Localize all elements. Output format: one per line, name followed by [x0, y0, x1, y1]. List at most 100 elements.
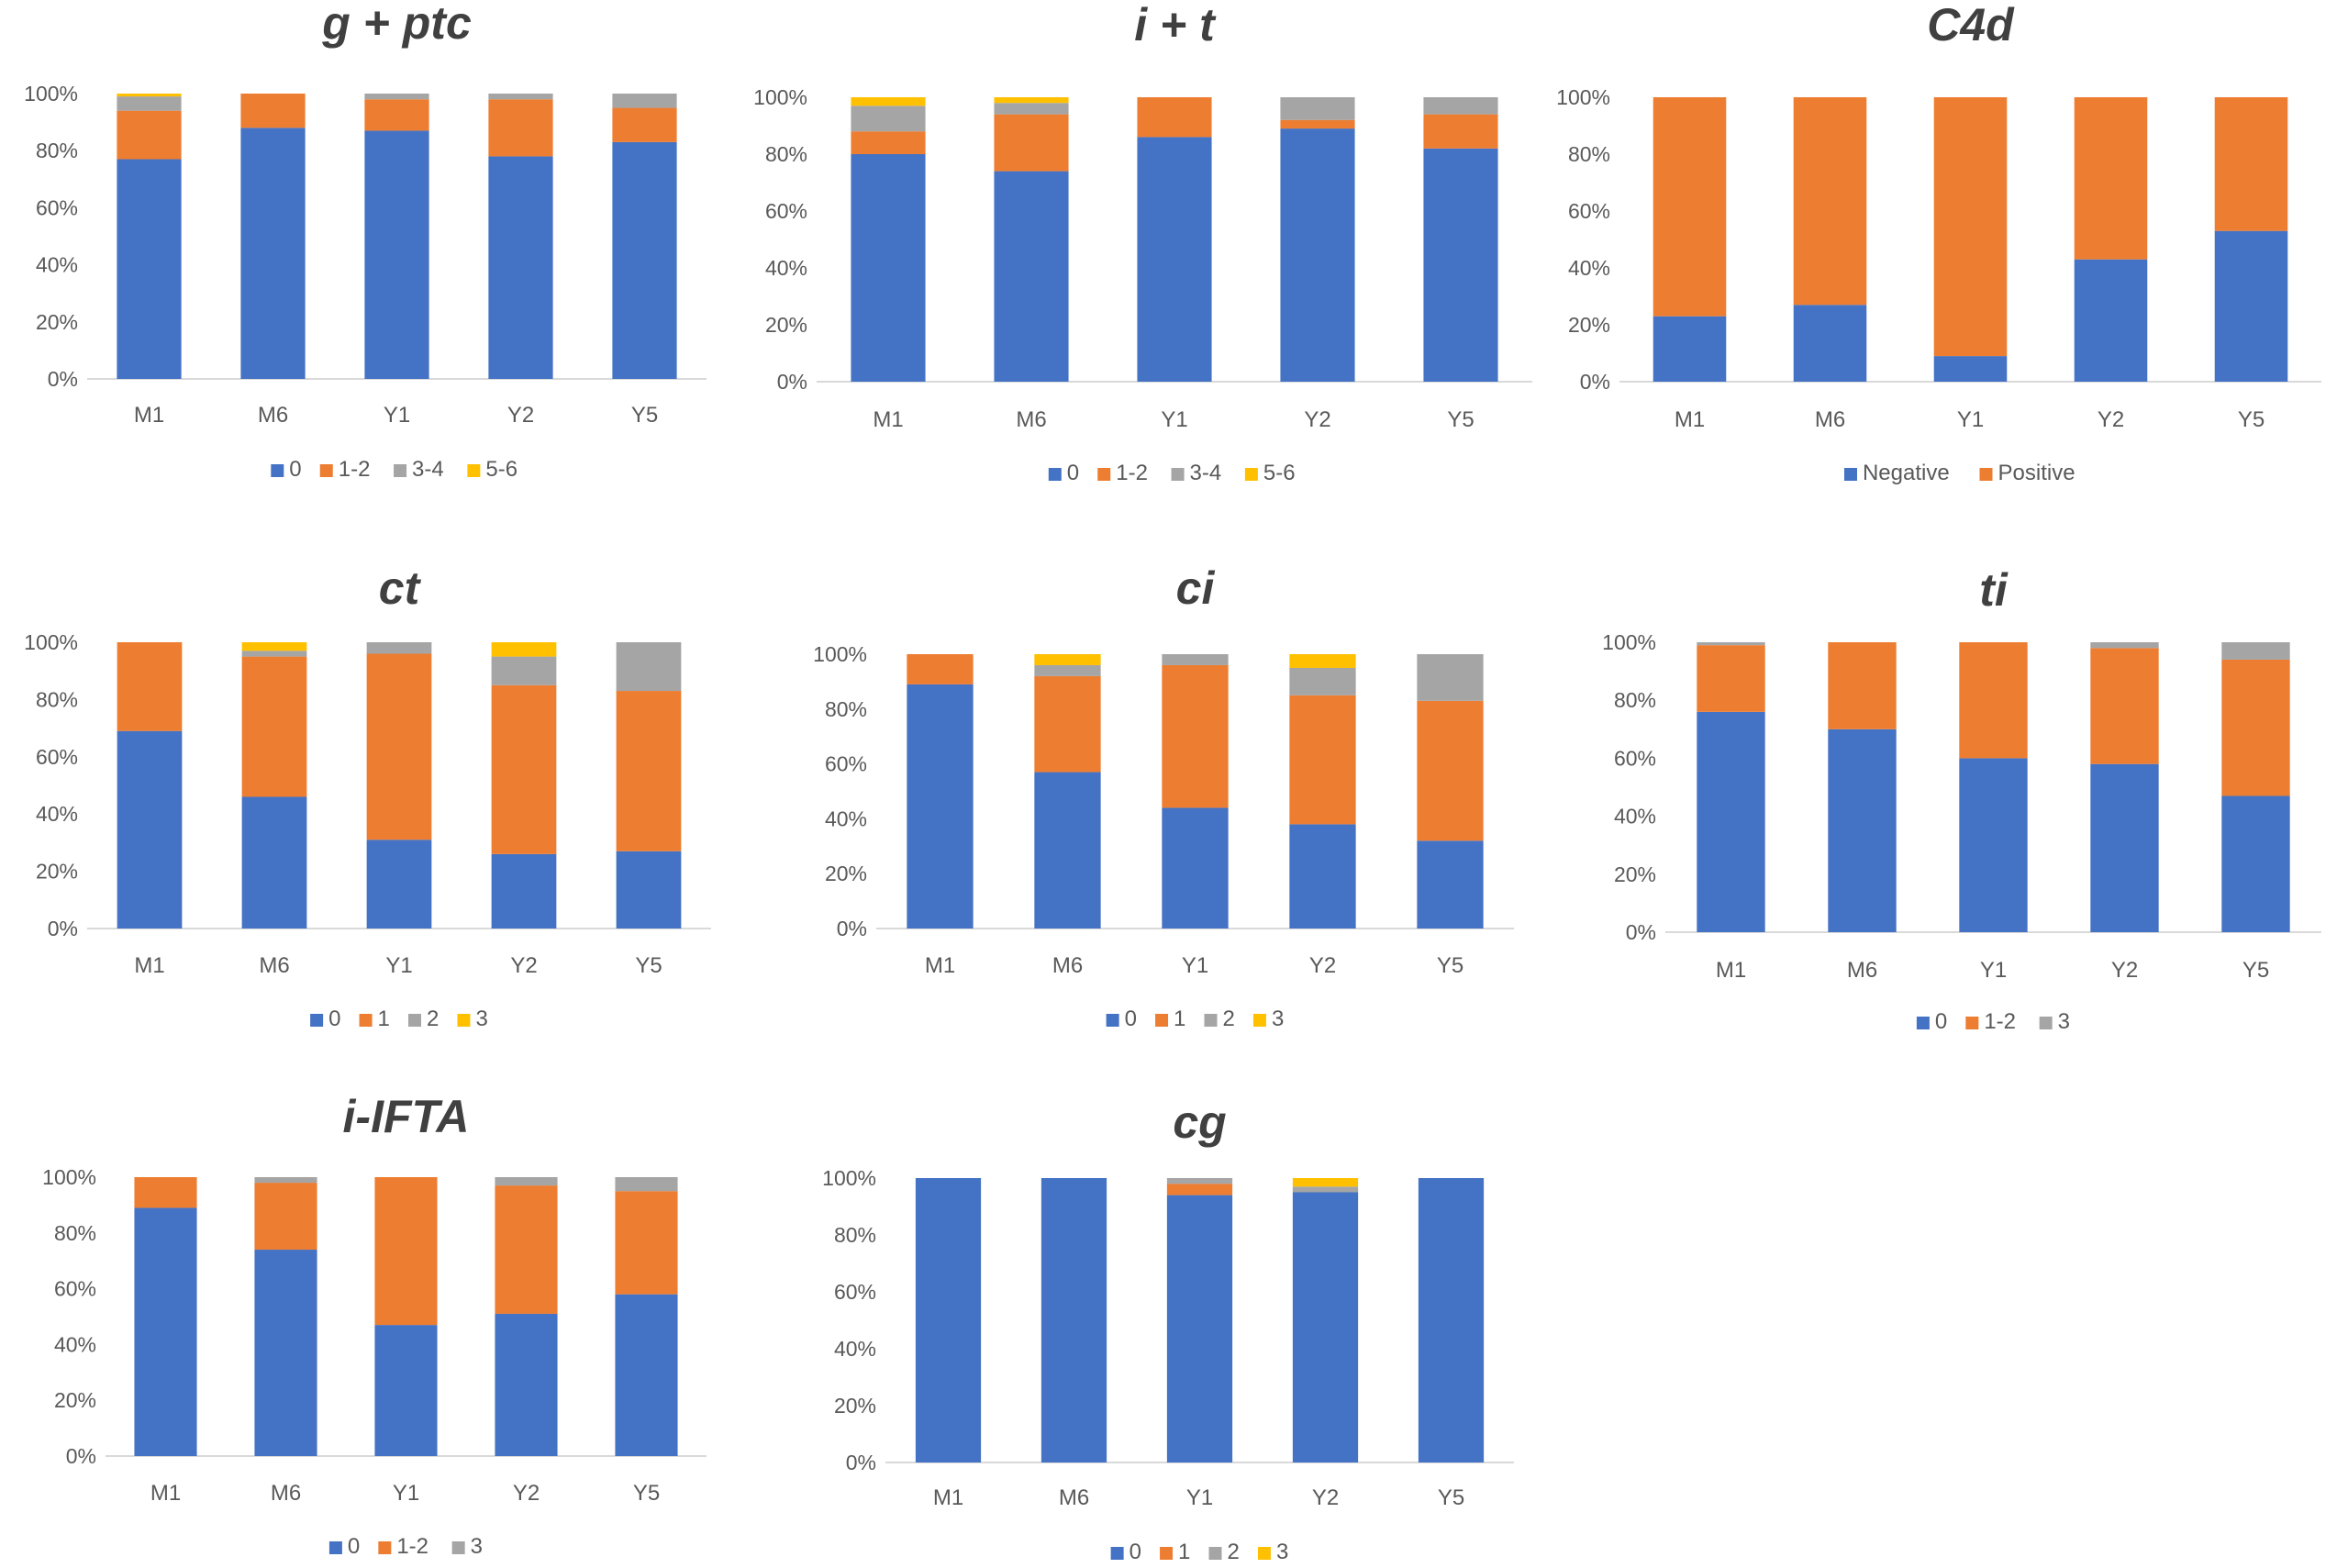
- legend: 0 1-2 3: [1916, 1009, 2070, 1034]
- x-tick-label: M6: [258, 403, 288, 428]
- y-tick-label: 80%: [36, 687, 78, 711]
- x-tick-label: M1: [925, 953, 955, 978]
- bar-y5-0: [615, 1294, 678, 1456]
- bar-m6-0: [1040, 1178, 1107, 1462]
- bar-y2-1-2: [488, 99, 553, 157]
- bar-m6-3: [1034, 654, 1101, 665]
- legend-swatch: [1155, 1014, 1169, 1027]
- legend: 0 1 2 3: [310, 1006, 488, 1031]
- bar-m6-negative: [1793, 305, 1867, 382]
- legend-label: 3: [1276, 1540, 1288, 1564]
- chart-title: ti: [1979, 564, 2009, 616]
- legend-swatch: [1965, 1017, 1979, 1029]
- bar-y1-1-2: [374, 1177, 438, 1326]
- bar-y5-0: [1418, 1178, 1485, 1462]
- y-tick-label: 60%: [36, 745, 78, 769]
- legend-swatch: [1106, 1014, 1119, 1027]
- legend-swatch: [1916, 1017, 1930, 1029]
- x-tick-label: M6: [259, 953, 289, 978]
- y-tick-label: 100%: [24, 82, 78, 106]
- legend-label: Negative: [1863, 461, 1950, 485]
- y-tick-label: 80%: [1614, 688, 1656, 712]
- bar-y1-negative: [1933, 356, 2008, 382]
- bar-y5-3-4: [1423, 97, 1498, 115]
- bar-y5-3: [2221, 642, 2290, 660]
- bar-m1-1-2: [134, 1177, 197, 1208]
- bar-m1-0: [117, 159, 182, 379]
- legend-label: 3: [471, 1534, 483, 1559]
- legend-swatch: [319, 464, 333, 477]
- y-tick-label: 20%: [765, 313, 807, 337]
- y-tick-label: 20%: [825, 862, 867, 885]
- x-tick-label: Y5: [2242, 958, 2269, 983]
- x-tick-label: M1: [1716, 958, 1746, 983]
- legend-swatch: [271, 464, 284, 477]
- bar-y2-2: [1289, 667, 1356, 695]
- bar-m6-0: [241, 796, 307, 929]
- x-tick-label: Y1: [393, 1481, 419, 1506]
- bar-m6-5-6: [994, 97, 1069, 104]
- y-tick-label: 0%: [837, 917, 867, 940]
- legend-label: 2: [1223, 1006, 1235, 1031]
- y-tick-label: 0%: [777, 370, 807, 394]
- legend-swatch: [1244, 468, 1258, 481]
- chart-title: i-IFTA: [343, 1091, 470, 1142]
- bar-y2-3-4: [1280, 97, 1355, 120]
- bar-y5-3-4: [612, 94, 677, 108]
- bar-m6-1: [241, 656, 307, 797]
- chart-g-ptc: g + ptc 0% 20% 40% 60% 80% 100% M1 M6 Y1 Y2 Y5 0 1-2 3…: [24, 0, 707, 482]
- x-tick-label: Y5: [631, 403, 658, 428]
- bar-m6-2: [1034, 664, 1101, 676]
- bar-y1-0: [1166, 1195, 1233, 1462]
- y-tick-label: 20%: [1614, 862, 1656, 886]
- chart-title: ci: [1176, 562, 1216, 614]
- y-tick-label: 0%: [48, 367, 78, 391]
- legend-swatch: [378, 1541, 392, 1554]
- chart-ct: ct 0% 20% 40% 60% 80% 100% M1 M6 Y1 Y2 Y5 0 1 2 3: [24, 562, 711, 1031]
- legend: 0 1-2 3-4 5-6: [1048, 461, 1296, 485]
- bar-y5-0: [612, 141, 677, 379]
- x-tick-label: Y2: [1312, 1485, 1339, 1510]
- bar-y1-positive: [1933, 97, 2008, 357]
- legend-label: 0: [1067, 461, 1079, 485]
- bar-y5-3: [615, 1177, 678, 1192]
- bar-y5-1-2: [2221, 659, 2290, 796]
- chart-i-ifta: i-IFTA 0% 20% 40% 60% 80% 100% M1 M6 Y1 Y2 Y5 0 1-2 3: [42, 1091, 707, 1559]
- bar-m1-negative: [1653, 316, 1727, 382]
- legend-swatch: [1171, 468, 1185, 481]
- y-tick-label: 20%: [54, 1388, 96, 1412]
- bar-m1-positive: [1653, 97, 1727, 317]
- bar-y2-1-2: [1280, 119, 1355, 129]
- legend-swatch: [467, 464, 481, 477]
- legend-swatch: [451, 1541, 465, 1554]
- legend-label: 1-2: [1116, 461, 1148, 485]
- bar-y5-0: [1417, 840, 1484, 929]
- bar-m6-0: [994, 171, 1069, 382]
- legend-swatch: [1979, 468, 1993, 481]
- x-tick-label: Y1: [1957, 407, 1984, 432]
- y-tick-label: 100%: [822, 1166, 876, 1190]
- x-tick-label: Y2: [510, 953, 537, 978]
- y-tick-label: 40%: [834, 1337, 876, 1361]
- y-tick-label: 60%: [1614, 746, 1656, 770]
- legend-label: 3-4: [412, 457, 444, 482]
- bar-y5-2: [616, 642, 682, 692]
- bar-m6-3-4: [994, 103, 1069, 115]
- x-tick-label: M6: [1016, 407, 1046, 432]
- bar-y1-0: [1959, 758, 2028, 932]
- x-tick-label: Y1: [384, 403, 410, 428]
- y-tick-label: 60%: [54, 1277, 96, 1301]
- bar-m6-positive: [1793, 97, 1867, 306]
- legend-label: 2: [427, 1006, 439, 1031]
- x-tick-label: Y2: [513, 1481, 540, 1506]
- chart-i-t: i + t 0% 20% 40% 60% 80% 100% M1 M6 Y1 Y2 Y5 0 1-2 3-4…: [753, 0, 1532, 485]
- chart-title: ct: [379, 562, 422, 614]
- bar-y5-1-2: [1423, 114, 1498, 149]
- legend-label: 1-2: [1984, 1009, 2016, 1034]
- bar-y2-1-2: [495, 1185, 558, 1314]
- bar-y2-0: [495, 1313, 558, 1456]
- y-tick-label: 60%: [36, 195, 78, 219]
- bar-y1-2: [366, 642, 432, 654]
- x-tick-label: Y5: [633, 1481, 660, 1506]
